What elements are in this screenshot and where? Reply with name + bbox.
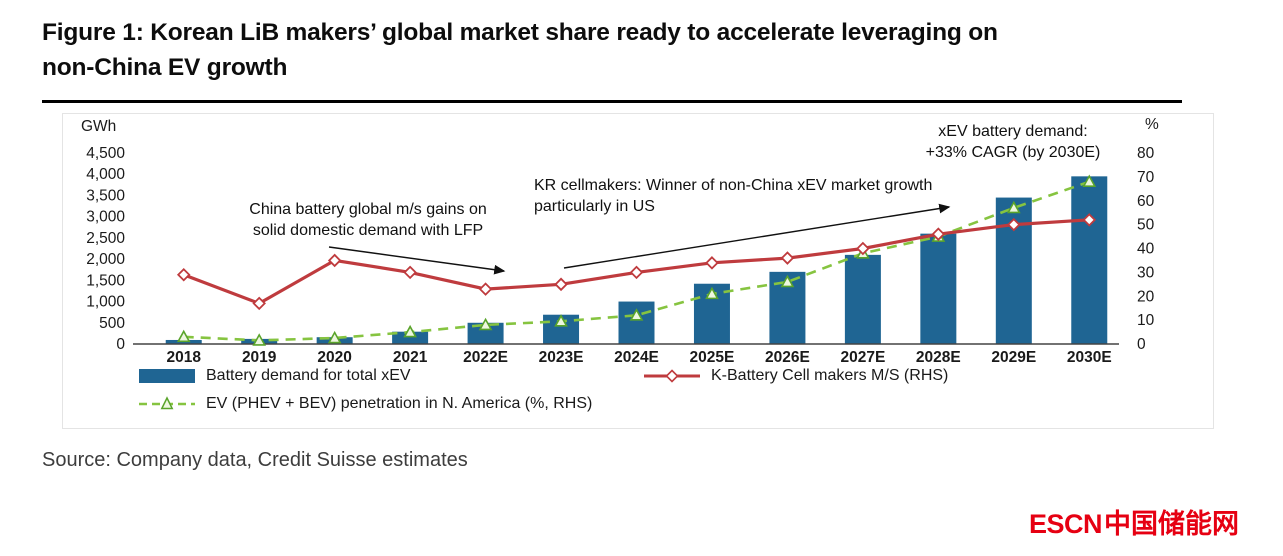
chart-area: GWh% 0 500 1,000 1,500 2,000 2,500 3,000 3,500 4,… [62,113,1214,430]
svg-text:2023E: 2023E [539,349,584,366]
escn-logo: ESCN中国储能网 [1029,502,1239,541]
legend-item-kbattery-ms: K-Battery Cell makers M/S (RHS) [644,367,948,385]
svg-text:2030E: 2030E [1067,349,1112,366]
svg-text:70: 70 [1137,169,1155,186]
svg-text:2029E: 2029E [991,349,1036,366]
annotation-kr-cellmakers: KR cellmakers: Winner of non-China xEV m… [534,177,933,215]
source-note: Source: Company data, Credit Suisse esti… [42,449,468,472]
title-line1: Figure 1: Korean LiB makers’ global mark… [42,19,998,46]
legend-item-ev-penetration: EV (PHEV + BEV) penetration in N. Americ… [139,395,592,413]
svg-text:2025E: 2025E [690,349,735,366]
legend-redline-swatch [644,369,700,383]
svg-text:GWh: GWh [81,118,116,135]
legend-item-battery-demand: Battery demand for total xEV [139,367,411,385]
svg-text:4,000: 4,000 [86,166,125,183]
svg-text:0: 0 [1137,336,1146,353]
escn-logo-chinese: 中国储能网 [1104,509,1239,539]
annotation-cagr-battery-demand: xEV battery demand: +33% CAGR (by 2030E) [925,123,1101,161]
chart-svg: GWh %05001,0001,5002,0002,5003,0003,5004,… [81,116,1159,366]
legend-label-kbattery-ms: K-Battery Cell makers M/S (RHS) [711,367,949,385]
svg-text:50: 50 [1137,217,1155,234]
figure-title: Figure 1: Korean LiB makers’ global mark… [42,16,1202,86]
svg-text:2024E: 2024E [614,349,659,366]
escn-logo-latin: ESCN [1028,509,1103,539]
legend-label-battery-demand: Battery demand for total xEV [206,367,411,385]
svg-text:2020: 2020 [317,349,351,366]
svg-text:2019: 2019 [242,349,277,366]
svg-text:2027E: 2027E [840,349,885,366]
legend-bar-swatch [139,369,195,384]
svg-text:2021: 2021 [393,349,428,366]
title-divider [42,99,1182,104]
svg-text:10: 10 [1137,312,1155,329]
svg-text:2028E: 2028E [916,349,961,366]
svg-text:80: 80 [1137,145,1155,162]
svg-text:2,500: 2,500 [86,230,125,247]
svg-text:2,000: 2,000 [86,251,125,268]
svg-text:60: 60 [1137,193,1155,210]
svg-text:20: 20 [1137,288,1155,305]
svg-text:3,000: 3,000 [86,209,125,226]
svg-text:1,000: 1,000 [86,294,125,311]
svg-text:500: 500 [99,315,125,332]
svg-text:1,500: 1,500 [86,272,125,289]
legend-greenline-swatch [139,396,195,410]
svg-text:3,500: 3,500 [86,188,125,205]
svg-text:2022E: 2022E [463,349,508,366]
legend-label-ev-penetration: EV (PHEV + BEV) penetration in N. Americ… [206,395,593,413]
svg-text:0: 0 [116,336,125,353]
svg-text:4,500: 4,500 [86,145,125,162]
annotation-china-lfp: China battery global m/s gains on solid … [249,201,487,239]
svg-text:40: 40 [1137,241,1155,258]
svg-text:%: % [1145,116,1159,133]
svg-text:2026E: 2026E [765,349,810,366]
svg-text:30: 30 [1137,264,1155,281]
svg-text:2018: 2018 [166,349,201,366]
title-line2: non-China EV growth [42,53,288,81]
